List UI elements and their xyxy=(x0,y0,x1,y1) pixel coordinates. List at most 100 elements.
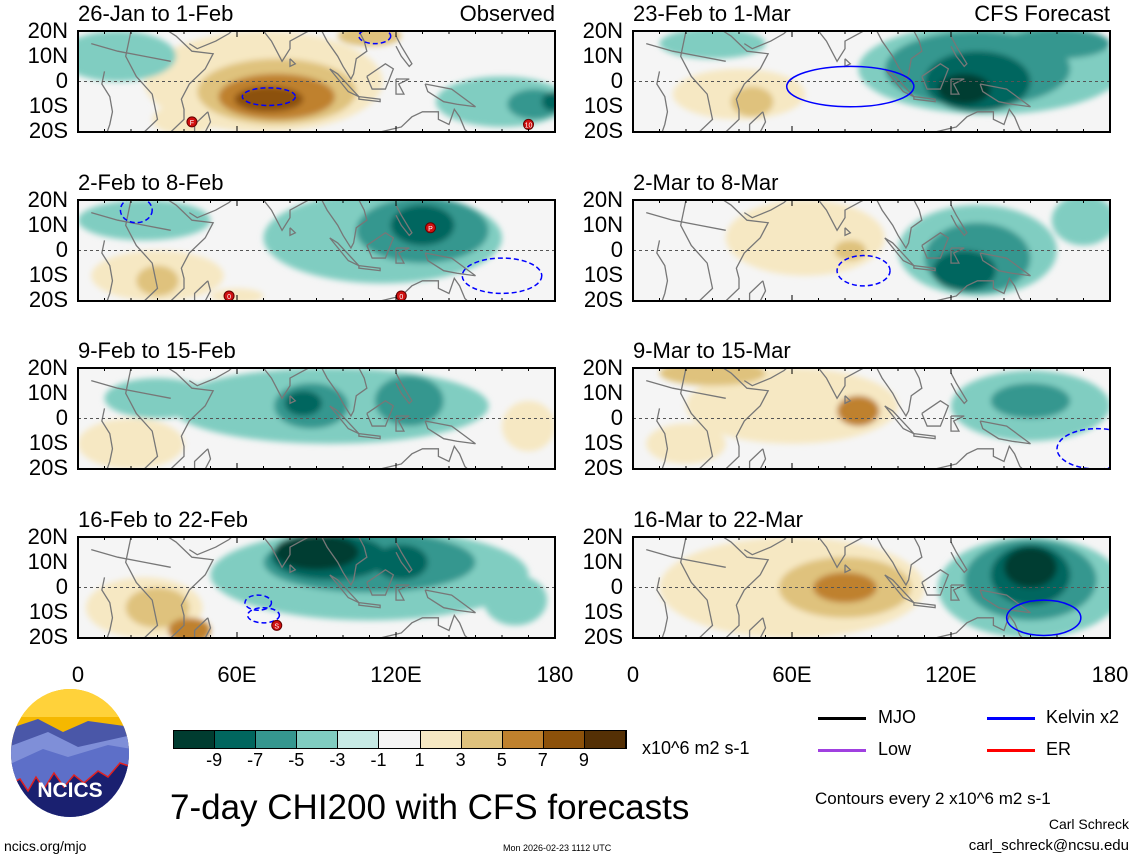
coastline xyxy=(844,227,852,237)
coastline xyxy=(379,276,468,301)
coastline xyxy=(743,200,788,219)
coastline xyxy=(817,368,864,400)
lat-label: 20N xyxy=(27,18,68,43)
coastline xyxy=(913,602,936,609)
panel-title: 9-Feb to 15-Feb xyxy=(78,338,236,363)
panel-title: 9-Mar to 15-Mar xyxy=(633,338,791,363)
lat-label: 10N xyxy=(27,380,68,405)
lat-label: 10S xyxy=(28,93,68,118)
coastline xyxy=(395,247,410,264)
lat-label: 10S xyxy=(583,262,623,287)
tropical-cyclone-icon xyxy=(424,222,436,234)
coastline xyxy=(722,368,770,469)
coastline xyxy=(321,537,368,587)
kelvin-contour xyxy=(241,87,297,107)
lat-label: 10N xyxy=(582,549,623,574)
coastline xyxy=(979,252,1031,277)
anomaly-region xyxy=(990,383,1071,419)
coastline xyxy=(876,368,923,418)
colorbar-label: -5 xyxy=(288,750,305,770)
anomaly-region xyxy=(104,378,211,419)
coastline xyxy=(913,265,936,272)
kelvin-contour xyxy=(246,606,281,624)
map-panel xyxy=(632,367,1111,470)
anomaly-region xyxy=(234,86,304,112)
coastline xyxy=(722,537,770,638)
coastline xyxy=(680,537,714,638)
anomaly-region xyxy=(1004,31,1110,59)
lat-label: 0 xyxy=(55,574,68,599)
anomaly-region xyxy=(1051,200,1110,246)
kelvin-contour xyxy=(244,594,273,611)
anomaly-region xyxy=(78,200,211,241)
lat-label: 0 xyxy=(610,68,623,93)
coastline xyxy=(395,35,413,68)
lon-label: 0 xyxy=(71,662,85,687)
lat-label: 20S xyxy=(28,624,68,649)
coastline xyxy=(262,537,309,569)
coastline xyxy=(876,31,923,81)
colorbar-swatch xyxy=(584,731,627,748)
cyclone-label: S xyxy=(274,623,279,630)
panel-tag: CFS Forecast xyxy=(974,1,1110,26)
colorbar-label: -3 xyxy=(329,750,346,770)
timestamp: Mon 2026-02-23 1112 UTC xyxy=(503,843,612,853)
coastline xyxy=(188,31,233,50)
coastline xyxy=(366,232,395,259)
coastline xyxy=(646,380,726,399)
lon-label: 60E xyxy=(217,662,257,687)
site-link[interactable]: ncics.org/mjo xyxy=(4,838,87,854)
colorbar-label: -7 xyxy=(247,750,264,770)
coastline xyxy=(379,613,468,638)
coastline xyxy=(321,31,368,81)
anomaly-region xyxy=(725,200,885,276)
coastline xyxy=(876,537,923,587)
coastline xyxy=(950,35,968,68)
lat-label: 10S xyxy=(28,599,68,624)
coastline xyxy=(743,368,788,387)
lat-label: 10S xyxy=(583,430,623,455)
lat-label: 20S xyxy=(583,287,623,312)
coastline xyxy=(844,58,852,68)
coastline xyxy=(262,200,309,232)
lat-label: 20S xyxy=(583,118,623,143)
cyclone-label: 0 xyxy=(227,294,231,301)
lat-label: 10S xyxy=(583,93,623,118)
cyclone-label: 0 xyxy=(399,294,403,301)
author-email[interactable]: carl_schreck@ncsu.edu xyxy=(968,837,1129,854)
coastline xyxy=(366,569,395,596)
colorbar xyxy=(173,730,627,749)
anomaly-region xyxy=(390,205,455,246)
colorbar-swatch xyxy=(256,731,298,748)
coastline xyxy=(748,111,767,132)
coastline xyxy=(646,549,726,568)
coastline xyxy=(91,43,171,62)
lon-label: 0 xyxy=(626,662,640,687)
lat-label: 10S xyxy=(583,599,623,624)
coastline xyxy=(748,617,767,638)
coastline xyxy=(424,252,476,277)
coastline xyxy=(395,204,413,237)
panel-title: 2-Feb to 8-Feb xyxy=(78,170,224,195)
coastline xyxy=(289,227,297,237)
anomaly-region xyxy=(731,86,774,117)
coastline xyxy=(921,63,950,90)
anomaly-region xyxy=(837,395,880,427)
colorbar-swatch xyxy=(420,731,462,748)
anomaly-region xyxy=(932,250,997,291)
kelvin-contour xyxy=(119,200,153,224)
panel-title: 26-Jan to 1-Feb xyxy=(78,1,234,26)
coastline xyxy=(395,584,410,601)
map-panel xyxy=(632,30,1111,133)
coastline xyxy=(646,43,726,62)
colorbar-swatch xyxy=(502,731,544,748)
coastline xyxy=(934,107,1023,132)
lat-label: 20S xyxy=(28,455,68,480)
coastline xyxy=(424,83,476,108)
coastline xyxy=(934,613,1023,638)
lat-label: 0 xyxy=(610,574,623,599)
coastline xyxy=(680,200,714,301)
coastline xyxy=(913,433,936,440)
lat-label: 20N xyxy=(582,524,623,549)
coastline xyxy=(979,420,1031,445)
